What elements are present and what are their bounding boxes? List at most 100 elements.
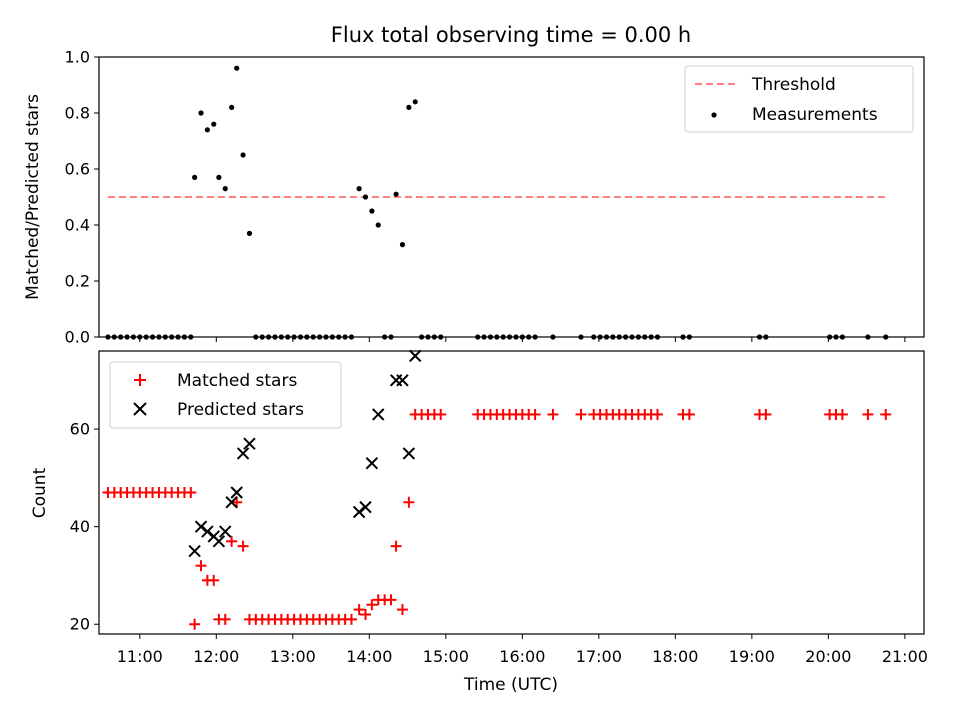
predicted-star-point xyxy=(188,544,201,558)
x-tick-label: 17:00 xyxy=(576,647,622,666)
count-y-ticks: 20 40 60 xyxy=(70,420,99,634)
ratio-x-ticks xyxy=(139,337,906,342)
ratio-y-tick-label: 0.2 xyxy=(65,272,90,291)
measurement-point xyxy=(356,186,362,192)
count-y-tick-label: 40 xyxy=(70,517,90,536)
measurement-point xyxy=(222,186,228,192)
measurement-point xyxy=(204,127,210,133)
ratio-legend-box xyxy=(684,65,914,133)
measurements-series xyxy=(105,65,889,340)
predicted-star-point xyxy=(352,505,366,519)
ratio-panel: 0.0 0.2 0.4 0.6 0.8 1.0 Matched/Predicted sta… xyxy=(23,48,925,347)
count-y-tick-label: 20 xyxy=(70,615,90,634)
count-panel: 20 40 60 11:00 12:00 13:00 14:00 15:00 16:00 17:… xyxy=(30,349,928,695)
matched-star-point xyxy=(366,599,378,611)
matched-star-point xyxy=(836,408,848,420)
predicted-star-point xyxy=(201,525,214,538)
measurement-point xyxy=(229,104,235,110)
measurement-point xyxy=(393,191,399,197)
threshold-legend-label: Threshold xyxy=(751,75,836,95)
matched-legend-label: Matched stars xyxy=(177,371,297,391)
matched-star-point xyxy=(195,560,207,572)
predicted-star-point xyxy=(225,496,238,509)
matched-star-point xyxy=(396,604,408,616)
ratio-y-tick-label: 0.8 xyxy=(65,104,90,123)
ratio-y-ticks: 0.0 0.2 0.4 0.6 0.8 1.0 xyxy=(65,48,99,347)
predicted-star-point xyxy=(372,408,385,421)
measurements-legend-swatch xyxy=(711,112,717,118)
x-tick-label: 18:00 xyxy=(652,647,698,666)
ratio-y-tick-label: 1.0 xyxy=(65,48,90,67)
matched-star-point xyxy=(547,408,559,420)
matched-star-point xyxy=(529,408,541,420)
matched-star-point xyxy=(359,608,371,620)
predicted-legend-label: Predicted stars xyxy=(177,400,304,420)
chart-title: Flux total observing time = 0.00 h xyxy=(331,23,691,47)
predicted-star-point xyxy=(396,374,409,387)
count-legend-box xyxy=(109,361,342,429)
matched-star-point xyxy=(189,618,201,630)
count-plot-frame xyxy=(98,350,925,635)
count-x-ticks: 11:00 12:00 13:00 14:00 15:00 16:00 17:00 18:00… xyxy=(117,634,928,666)
measurement-point xyxy=(211,121,217,127)
predicted-stars-series xyxy=(188,349,422,558)
predicted-legend-swatch xyxy=(133,402,147,416)
measurement-point xyxy=(406,104,412,110)
measurements-legend-label: Measurements xyxy=(752,105,878,125)
measurement-point xyxy=(362,194,369,200)
measurement-point xyxy=(412,99,418,105)
measurement-point xyxy=(375,222,381,228)
x-tick-label: 12:00 xyxy=(193,647,239,666)
matched-star-point xyxy=(652,408,664,420)
x-tick-label: 20:00 xyxy=(805,647,851,666)
count-legend: Matched stars Predicted stars xyxy=(109,361,342,429)
matched-star-point xyxy=(862,408,874,420)
x-tick-label: 13:00 xyxy=(270,647,316,666)
predicted-star-point xyxy=(236,447,250,460)
predicted-star-point xyxy=(212,535,226,548)
x-tick-label: 16:00 xyxy=(499,647,545,666)
ratio-legend: Threshold Measurements xyxy=(684,65,914,133)
x-axis-label: Time (UTC) xyxy=(463,675,558,695)
measurement-point xyxy=(198,110,204,116)
count-y-tick-label: 60 xyxy=(70,420,90,439)
predicted-star-point xyxy=(402,447,416,460)
matched-star-point xyxy=(237,540,249,552)
matched-star-point xyxy=(435,408,447,420)
predicted-star-point xyxy=(230,486,243,499)
predicted-star-point xyxy=(243,437,256,450)
measurement-point xyxy=(240,152,246,158)
measurement-point xyxy=(216,174,222,180)
matched-star-point xyxy=(390,540,402,552)
matched-star-point xyxy=(353,604,365,616)
x-tick-label: 14:00 xyxy=(346,647,392,666)
predicted-star-point xyxy=(359,500,372,514)
matched-star-point xyxy=(880,408,892,420)
measurement-point xyxy=(399,242,406,248)
matched-star-point xyxy=(385,594,397,606)
count-y-axis-label: Count xyxy=(30,467,50,518)
ratio-y-tick-label: 0.4 xyxy=(65,216,90,235)
ratio-y-tick-label: 0.6 xyxy=(65,160,90,179)
ratio-y-tick-label: 0.0 xyxy=(65,328,90,347)
measurement-point xyxy=(192,174,198,180)
measurement-point xyxy=(234,65,240,71)
matched-legend-swatch xyxy=(134,374,146,386)
predicted-star-point xyxy=(365,457,379,470)
predicted-star-point xyxy=(194,520,208,533)
matched-star-point xyxy=(219,613,231,625)
measurement-point xyxy=(246,230,253,236)
matched-star-point xyxy=(231,496,243,508)
matched-star-point xyxy=(403,496,415,508)
predicted-star-point xyxy=(219,525,232,538)
x-tick-label: 21:00 xyxy=(882,647,928,666)
predicted-star-point xyxy=(409,349,422,363)
ratio-y-axis-label: Matched/Predicted stars xyxy=(23,94,43,300)
x-tick-label: 19:00 xyxy=(729,647,775,666)
matched-star-point xyxy=(226,535,238,547)
matched-star-point xyxy=(185,487,197,498)
x-tick-label: 11:00 xyxy=(117,647,163,666)
matched-stars-series xyxy=(102,408,892,630)
ratio-plot-frame xyxy=(98,56,925,338)
